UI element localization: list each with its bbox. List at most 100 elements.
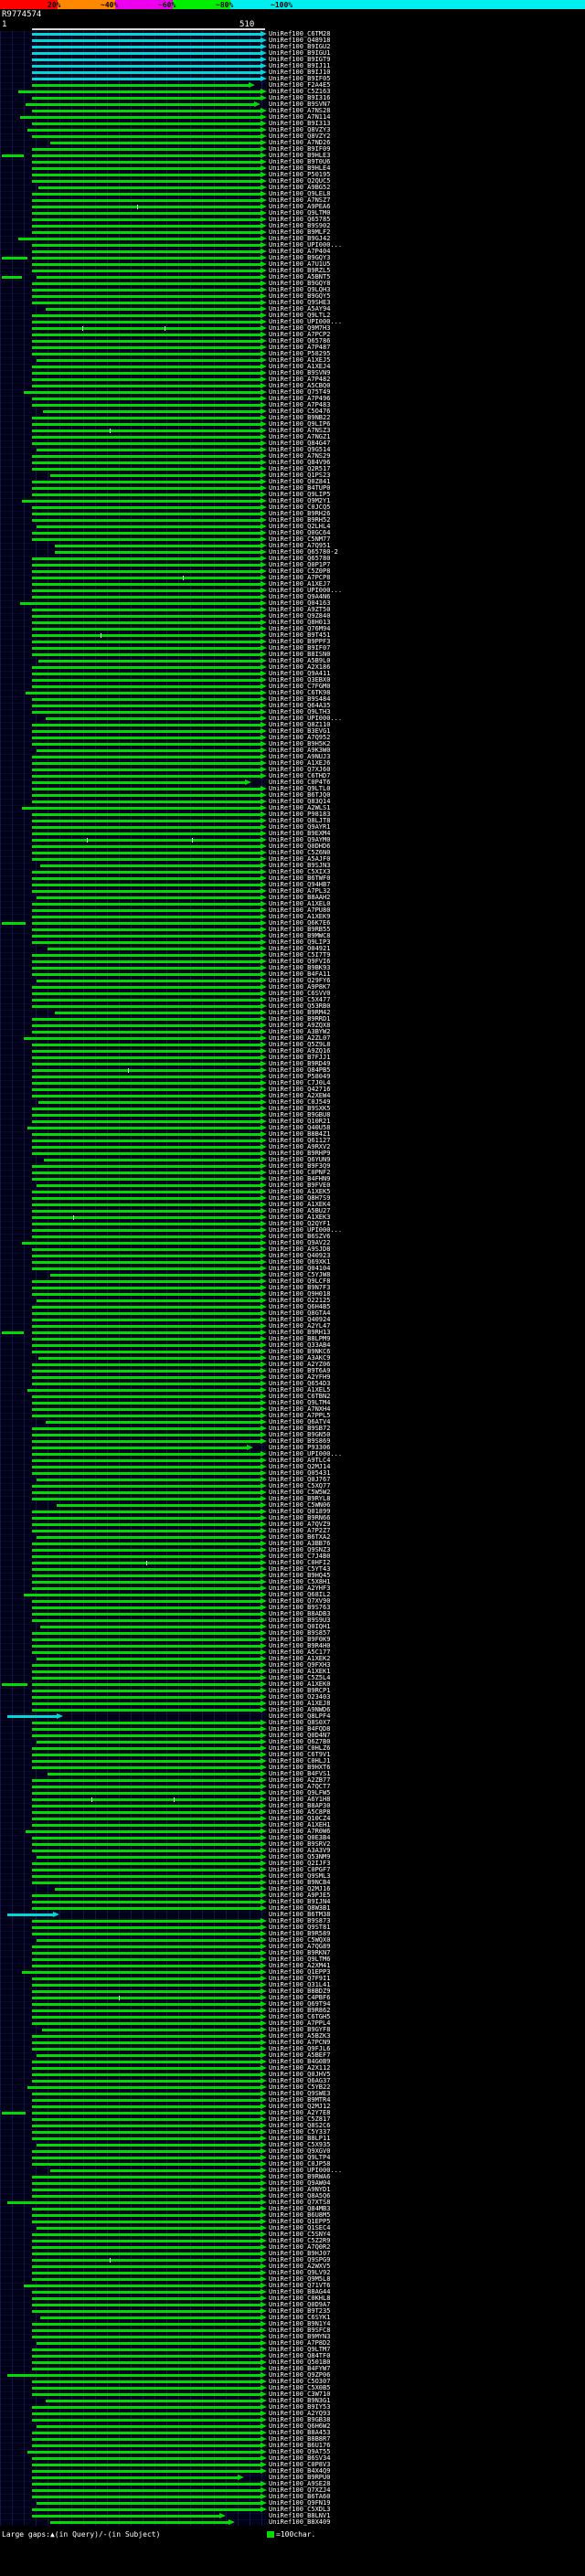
hit-row[interactable]: UniRef100_A9TLC4	[0, 1458, 585, 1464]
alignment-bar[interactable]	[32, 2009, 261, 2012]
hit-label[interactable]: UniRef100_A5BNT5	[269, 273, 331, 281]
hit-label[interactable]: UniRef100_UPI000...	[269, 241, 343, 249]
hit-row[interactable]: UniRef100_A2ZL07	[0, 1035, 585, 1042]
alignment-bar[interactable]	[32, 289, 261, 292]
hit-row[interactable]: UniRef100_Q8H013	[0, 620, 585, 626]
hit-row[interactable]: UniRef100_P58049	[0, 1074, 585, 1080]
hit-label[interactable]: UniRef100_A5BEF7	[269, 2051, 331, 2059]
hit-row[interactable]: UniRef100_B9GN50	[0, 1432, 585, 1438]
hit-label[interactable]: UniRef100_Q61127	[269, 1137, 331, 1144]
hit-label[interactable]: UniRef100_C0HLZ6	[269, 1744, 331, 1752]
hit-label[interactable]: UniRef100_A1XEK1	[269, 1668, 331, 1675]
hit-row[interactable]: UniRef100_A1XEJ6	[0, 760, 585, 767]
hit-label[interactable]: UniRef100_C5NM77	[269, 535, 331, 543]
hit-row[interactable]: UniRef100_B6TA60	[0, 2494, 585, 2500]
alignment-bar[interactable]	[32, 2048, 261, 2051]
alignment-bar[interactable]	[32, 1869, 261, 1871]
hit-row[interactable]: UniRef100_B4G0B9	[0, 2059, 585, 2065]
alignment-bar[interactable]	[32, 436, 261, 439]
alignment-bar[interactable]	[32, 769, 261, 771]
alignment-bar[interactable]	[32, 2329, 261, 2332]
alignment-bar[interactable]	[32, 1568, 261, 1571]
alignment-bar[interactable]	[32, 1255, 261, 1257]
alignment-bar[interactable]	[32, 2291, 261, 2294]
hit-row[interactable]: UniRef100_Q9LIP5	[0, 492, 585, 498]
hit-label[interactable]: UniRef100_A2Y7E8	[269, 2109, 331, 2116]
alignment-bar[interactable]	[38, 1357, 261, 1360]
hit-row[interactable]: UniRef100_P98183	[0, 811, 585, 818]
hit-label[interactable]: UniRef100_C6SVV0	[269, 990, 331, 997]
alignment-bar[interactable]	[32, 1427, 261, 1430]
hit-label[interactable]: UniRef100_B8LNV1	[269, 2512, 331, 2519]
hit-row[interactable]: UniRef100_A5BZK3	[0, 2033, 585, 2040]
hit-label[interactable]: UniRef100_B6TM38	[269, 1911, 331, 1918]
hit-label[interactable]: UniRef100_Q40923	[269, 1252, 331, 1259]
hit-row[interactable]: UniRef100_Q9AW04	[0, 2180, 585, 2187]
hit-label[interactable]: UniRef100_A9RXV2	[269, 1143, 331, 1150]
alignment-bar[interactable]	[32, 756, 261, 758]
hit-row[interactable]: UniRef100_B8AAH2	[0, 895, 585, 901]
hit-row[interactable]: UniRef100_Q6ATV4	[0, 1419, 585, 1426]
hit-label[interactable]: UniRef100_Q29FY6	[269, 977, 331, 984]
alignment-bar[interactable]	[32, 781, 245, 784]
hit-label[interactable]: UniRef100_B8ADB3	[269, 1610, 331, 1617]
hit-row[interactable]: UniRef100_UPI000...	[0, 716, 585, 722]
hit-label[interactable]: UniRef100_A7ND26	[269, 139, 331, 146]
hit-row[interactable]: UniRef100_B6U8M5	[0, 2212, 585, 2219]
hit-row[interactable]: UniRef100_B9RCP1	[0, 1688, 585, 1694]
hit-label[interactable]: UniRef100_B9SXK5	[269, 1105, 331, 1112]
alignment-bar[interactable]	[37, 2425, 261, 2428]
hit-row[interactable]: UniRef100_C0PNF2	[0, 1170, 585, 1176]
hit-row[interactable]: UniRef100_Q9LIP6	[0, 421, 585, 428]
hit-label[interactable]: UniRef100_B9S857	[269, 1629, 331, 1637]
alignment-bar[interactable]	[32, 1063, 261, 1065]
hit-row[interactable]: UniRef100_B9R862	[0, 2008, 585, 2014]
alignment-bar[interactable]	[32, 2189, 261, 2191]
hit-row[interactable]: UniRef100_C5O307	[0, 2379, 585, 2385]
hit-label[interactable]: UniRef100_B9I313	[269, 120, 331, 127]
hit-row[interactable]: UniRef100_A2YL47	[0, 1323, 585, 1330]
hit-row[interactable]: UniRef100_Q9A4N6	[0, 594, 585, 600]
hit-label[interactable]: UniRef100_A1XEJ8	[269, 1700, 331, 1707]
hit-label[interactable]: UniRef100_B9HQ45	[269, 1572, 331, 1579]
alignment-bar[interactable]	[32, 621, 261, 624]
hit-label[interactable]: UniRef100_Q9G514	[269, 446, 331, 453]
hit-label[interactable]: UniRef100_Q9LIP3	[269, 938, 331, 946]
alignment-bar[interactable]	[32, 513, 261, 515]
alignment-bar[interactable]	[32, 1709, 261, 1712]
hit-row[interactable]: UniRef100_A6Y1H8	[0, 1797, 585, 1803]
hit-row[interactable]: UniRef100_C7J4B0	[0, 1553, 585, 1560]
hit-label[interactable]: UniRef100_A5C8P8	[269, 1808, 331, 1816]
hit-row[interactable]: UniRef100_Q501B0	[0, 2359, 585, 2366]
hit-row[interactable]: UniRef100_Q2MJ16	[0, 1886, 585, 1892]
alignment-bar[interactable]	[32, 1114, 261, 1117]
hit-row[interactable]: UniRef100_A3A3V9	[0, 1848, 585, 1854]
hit-label[interactable]: UniRef100_C4PBF6	[269, 1994, 331, 2001]
hit-label[interactable]: UniRef100_Q501B0	[269, 2359, 331, 2366]
hit-label[interactable]: UniRef100_Q69XK1	[269, 1258, 331, 1266]
hit-label[interactable]: UniRef100_A9NUJ3	[269, 753, 331, 760]
alignment-bar[interactable]	[32, 890, 261, 893]
hit-row[interactable]: UniRef100_Q05431	[0, 1470, 585, 1477]
alignment-bar[interactable]	[32, 570, 261, 573]
hit-row[interactable]: UniRef100_Q42716	[0, 1087, 585, 1093]
alignment-bar[interactable]	[32, 903, 261, 906]
hit-label[interactable]: UniRef100_B9GQY3	[269, 254, 331, 261]
hit-row[interactable]: UniRef100_A5BEF7	[0, 2052, 585, 2059]
hit-row[interactable]: UniRef100_A1XEL5	[0, 1387, 585, 1394]
hit-row[interactable]: UniRef100_Q9FXH3	[0, 1662, 585, 1669]
hit-label[interactable]: UniRef100_UPI000...	[269, 587, 343, 594]
alignment-bar[interactable]	[20, 602, 261, 605]
hit-row[interactable]: UniRef100_B4FQD8	[0, 1726, 585, 1733]
hit-row[interactable]: UniRef100_A7NS29	[0, 453, 585, 460]
hit-label[interactable]: UniRef100_B9S484	[269, 695, 331, 703]
hit-label[interactable]: UniRef100_Q2QUC5	[269, 177, 331, 185]
hit-row[interactable]: UniRef100_B9MLF2	[0, 229, 585, 236]
alignment-bar[interactable]	[38, 660, 261, 663]
hit-row[interactable]: UniRef100_O23403	[0, 1694, 585, 1701]
alignment-bar[interactable]	[27, 2086, 261, 2089]
hit-label[interactable]: UniRef100_A1XEH1	[269, 1821, 331, 1829]
alignment-bar[interactable]	[32, 1875, 261, 1878]
alignment-bar[interactable]	[32, 820, 261, 822]
alignment-bar[interactable]	[32, 2508, 261, 2511]
